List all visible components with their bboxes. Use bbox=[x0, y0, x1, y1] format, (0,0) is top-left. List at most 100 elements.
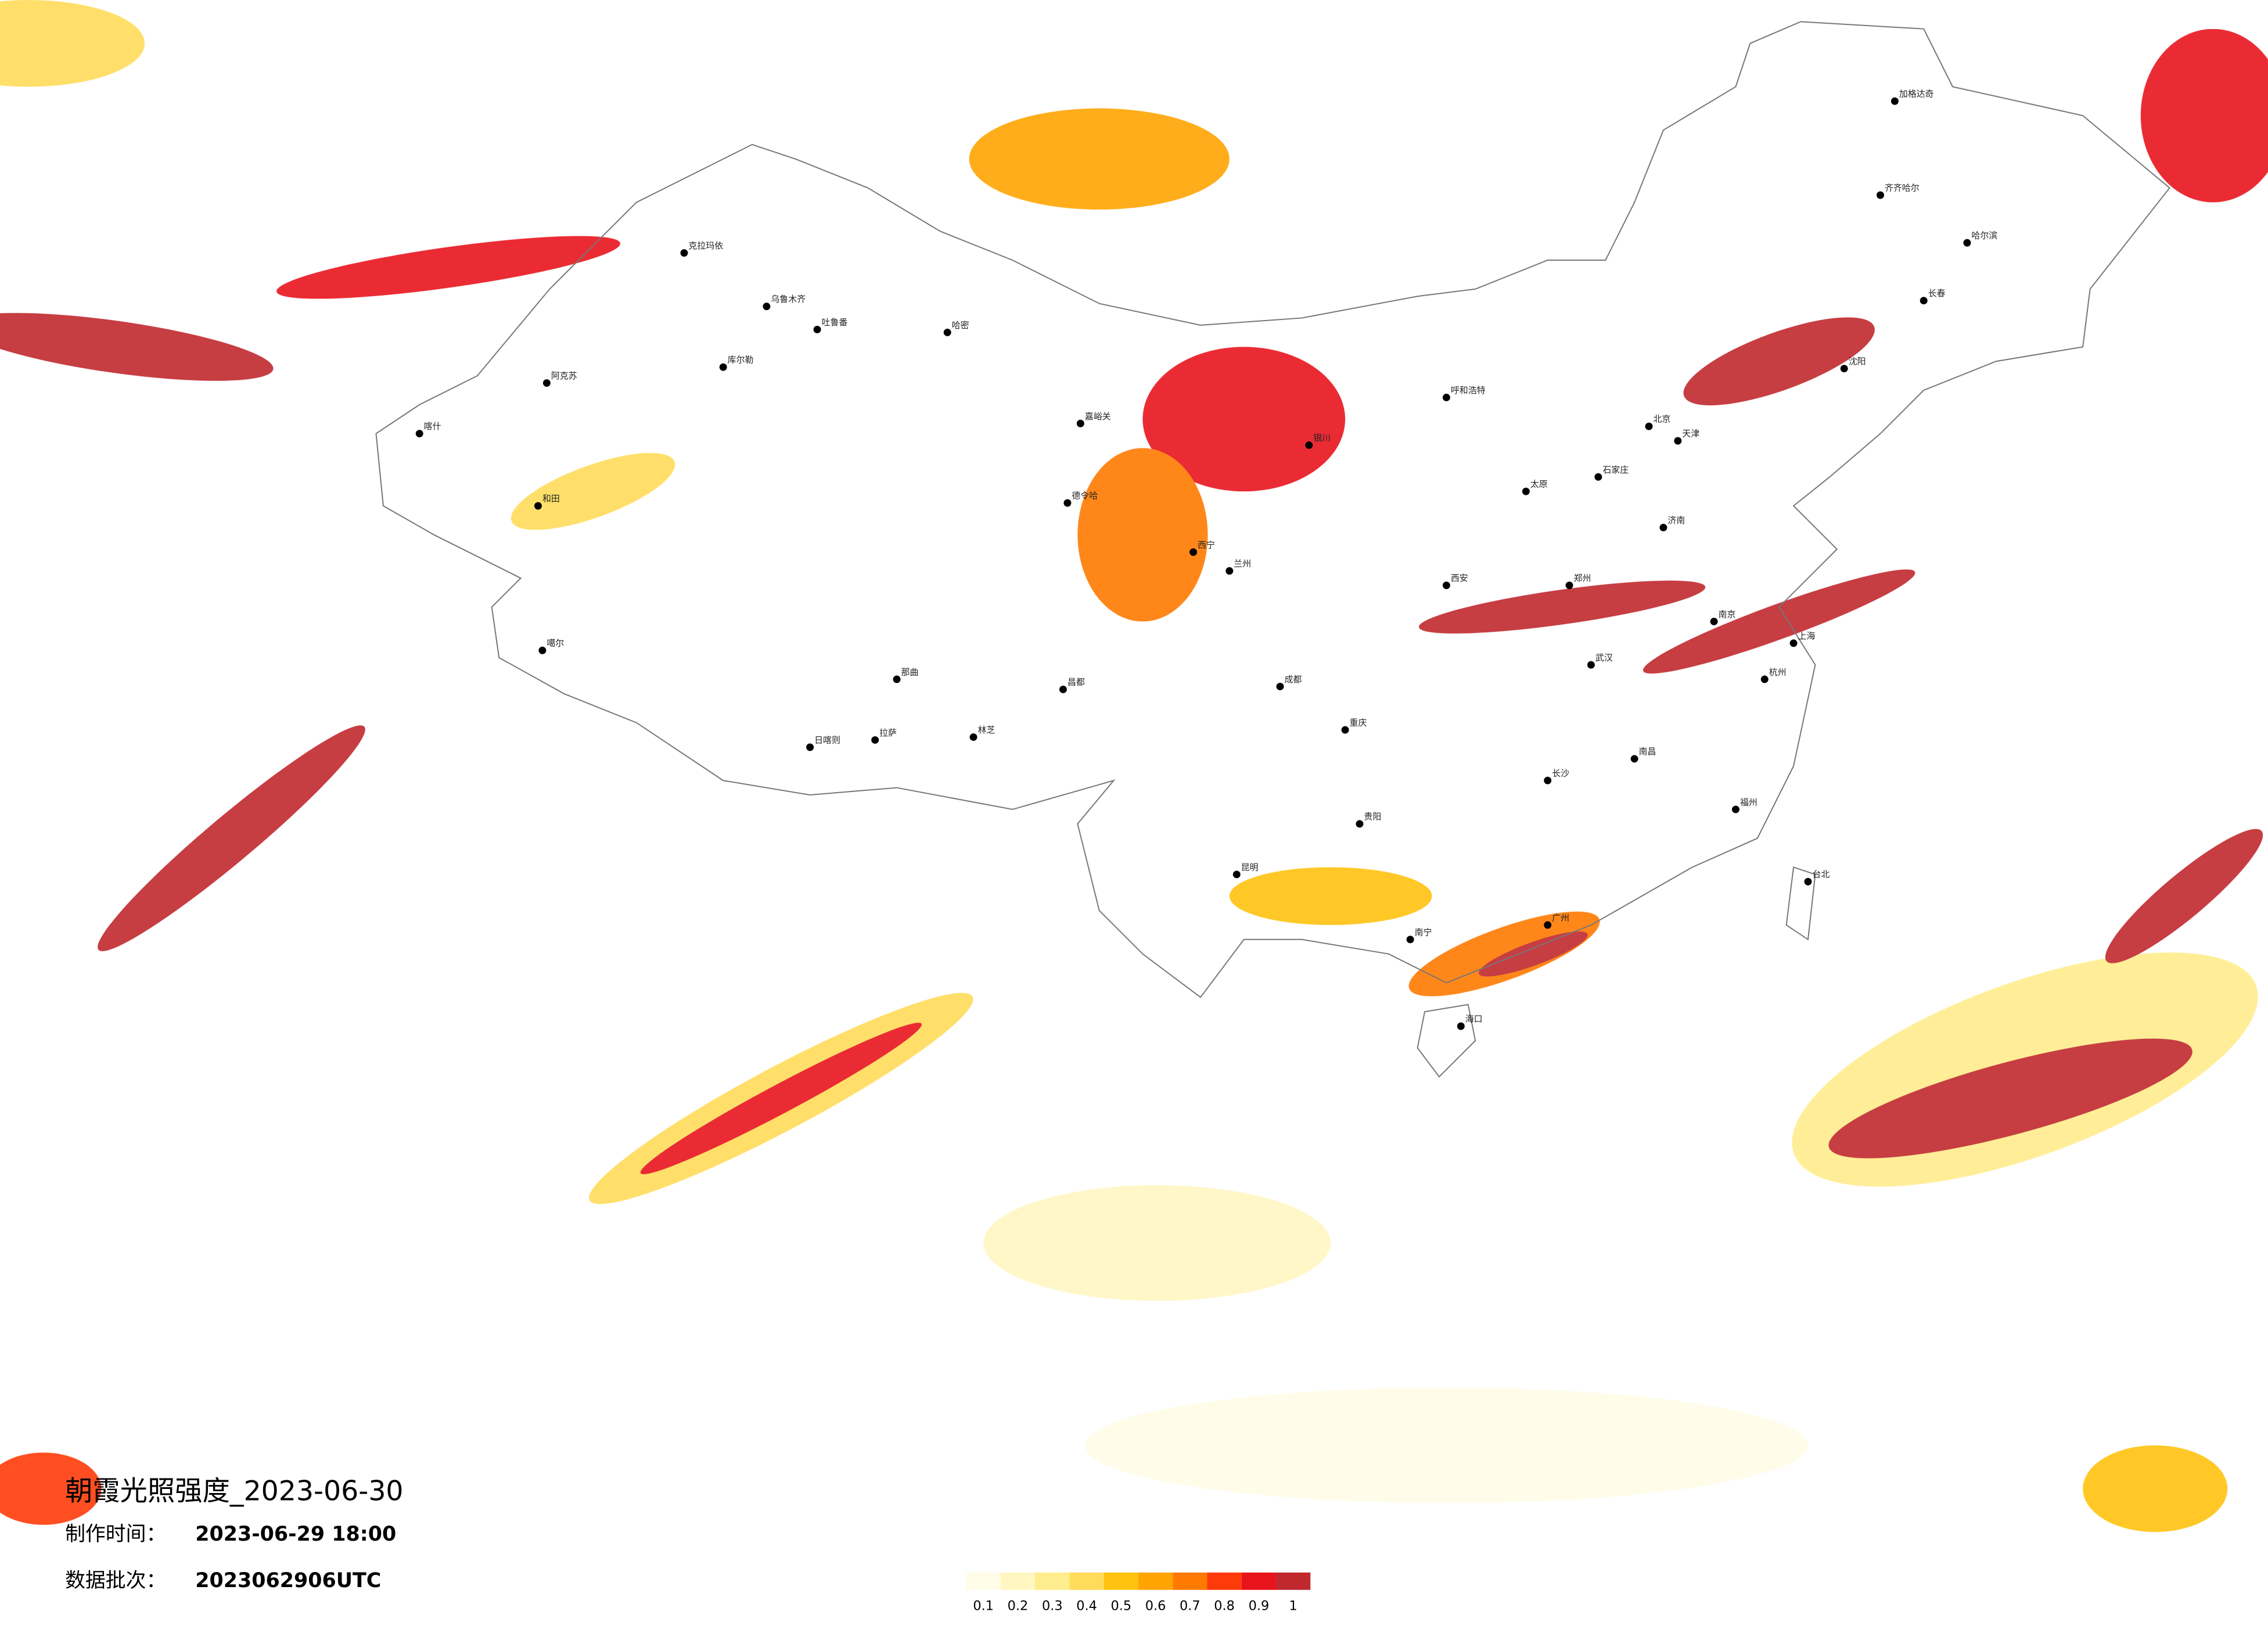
city-label: 天津 bbox=[1682, 429, 1699, 439]
legend-swatch bbox=[1104, 1572, 1138, 1590]
legend-swatch bbox=[1173, 1572, 1207, 1590]
city-dot bbox=[415, 430, 423, 438]
city-dot bbox=[1890, 97, 1899, 105]
heat-layer bbox=[0, 0, 2268, 1533]
city-dot bbox=[1225, 567, 1234, 575]
city-label: 银川 bbox=[1313, 433, 1331, 443]
legend-swatch bbox=[1207, 1572, 1242, 1590]
city-label: 北京 bbox=[1654, 414, 1671, 425]
city-label: 德令哈 bbox=[1072, 491, 1098, 501]
city-label: 吐鲁番 bbox=[822, 317, 848, 328]
legend-swatch bbox=[1241, 1572, 1277, 1590]
city-label: 林芝 bbox=[978, 725, 995, 735]
city-dot bbox=[1457, 1022, 1465, 1030]
city-dot bbox=[763, 303, 771, 311]
city-dot bbox=[1341, 726, 1349, 734]
city-dot bbox=[1760, 675, 1769, 684]
legend-tick-label: 0.4 bbox=[1076, 1599, 1097, 1614]
city-label: 库尔勒 bbox=[728, 355, 754, 365]
legend-tick-label: 0.2 bbox=[1008, 1599, 1029, 1614]
city-label: 兰州 bbox=[1234, 559, 1251, 569]
heat-area bbox=[0, 0, 145, 87]
legend-swatch bbox=[966, 1572, 1001, 1590]
city-label: 西安 bbox=[1451, 573, 1468, 584]
heat-area bbox=[2140, 28, 2268, 203]
city-label: 噶尔 bbox=[547, 638, 564, 649]
city-dot bbox=[1232, 870, 1241, 879]
city-dot bbox=[719, 363, 727, 371]
city-dot bbox=[1059, 685, 1067, 693]
city-label: 齐齐哈尔 bbox=[1885, 183, 1920, 193]
city-label: 上海 bbox=[1798, 631, 1816, 641]
city-dot bbox=[1587, 661, 1595, 669]
legend-tick-label: 0.7 bbox=[1180, 1599, 1201, 1614]
map-title: 朝霞光照强度_2023-06-30 bbox=[65, 1475, 403, 1507]
city-label: 沈阳 bbox=[1849, 356, 1866, 366]
city-dot bbox=[1406, 936, 1414, 944]
batch-label: 数据批次： bbox=[65, 1569, 166, 1592]
legend-tick-label: 0.9 bbox=[1249, 1599, 1270, 1614]
city-dot bbox=[1544, 921, 1552, 929]
city-label: 克拉玛依 bbox=[688, 240, 723, 251]
legend-tick-label: 0.1 bbox=[973, 1599, 994, 1614]
heat-area bbox=[1229, 867, 1432, 925]
heat-area bbox=[983, 1185, 1331, 1301]
legend-tick-label: 0.5 bbox=[1110, 1599, 1131, 1614]
city-dot bbox=[1920, 297, 1928, 305]
heat-area bbox=[0, 312, 274, 381]
city-dot bbox=[1732, 805, 1739, 814]
legend-swatch bbox=[1069, 1572, 1104, 1590]
legend-tick-label: 1 bbox=[1289, 1599, 1297, 1614]
city-label: 和田 bbox=[542, 494, 560, 504]
heat-area bbox=[276, 236, 621, 299]
city-label: 喀什 bbox=[424, 421, 441, 431]
city-label: 长春 bbox=[1928, 288, 1946, 298]
city-label: 南宁 bbox=[1415, 927, 1432, 937]
city-dot bbox=[1442, 581, 1450, 589]
batch-value: 2023062906UTC bbox=[195, 1569, 381, 1592]
city-label: 呼和浩特 bbox=[1451, 385, 1486, 395]
city-label: 那曲 bbox=[901, 667, 919, 677]
heat-area bbox=[1683, 317, 1875, 405]
heat-area bbox=[1084, 1387, 1808, 1503]
legend-swatch bbox=[1138, 1572, 1173, 1590]
city-label: 杭州 bbox=[1769, 667, 1787, 677]
city-dot bbox=[538, 646, 547, 654]
heat-area bbox=[1642, 569, 1915, 674]
legend-swatch bbox=[1035, 1572, 1070, 1590]
city-label: 长沙 bbox=[1552, 768, 1569, 779]
legend-swatch bbox=[1000, 1572, 1036, 1590]
city-dot bbox=[1659, 523, 1667, 531]
city-label: 昌都 bbox=[1067, 677, 1085, 688]
city-dot bbox=[969, 733, 977, 741]
city-dot bbox=[943, 328, 951, 336]
city-label: 加格达奇 bbox=[1899, 89, 1934, 99]
heat-area bbox=[2083, 1445, 2228, 1533]
made-time-value: 2023-06-29 18:00 bbox=[195, 1523, 396, 1546]
city-dot bbox=[813, 325, 821, 333]
made-time-label: 制作时间： bbox=[65, 1523, 166, 1546]
city-dot bbox=[1076, 419, 1084, 427]
heat-area bbox=[1142, 347, 1346, 492]
city-dot bbox=[1276, 682, 1284, 690]
city-label: 日喀则 bbox=[814, 735, 840, 745]
city-dot bbox=[1442, 393, 1450, 401]
city-label: 福州 bbox=[1740, 797, 1757, 807]
city-dot bbox=[1710, 617, 1718, 625]
heat-area bbox=[1077, 448, 1208, 622]
city-label: 武汉 bbox=[1595, 652, 1613, 663]
city-dot bbox=[806, 743, 814, 751]
city-dot bbox=[1565, 581, 1573, 589]
city-dot bbox=[1840, 365, 1848, 373]
city-label: 济南 bbox=[1667, 515, 1685, 526]
city-label: 广州 bbox=[1552, 912, 1569, 923]
city-label: 乌鲁木齐 bbox=[771, 294, 806, 304]
city-dot bbox=[534, 502, 542, 510]
city-label: 海口 bbox=[1465, 1014, 1483, 1024]
city-dot bbox=[1630, 755, 1638, 763]
city-label: 南京 bbox=[1719, 609, 1736, 620]
city-dot bbox=[1522, 487, 1530, 495]
city-label: 太原 bbox=[1530, 479, 1548, 490]
